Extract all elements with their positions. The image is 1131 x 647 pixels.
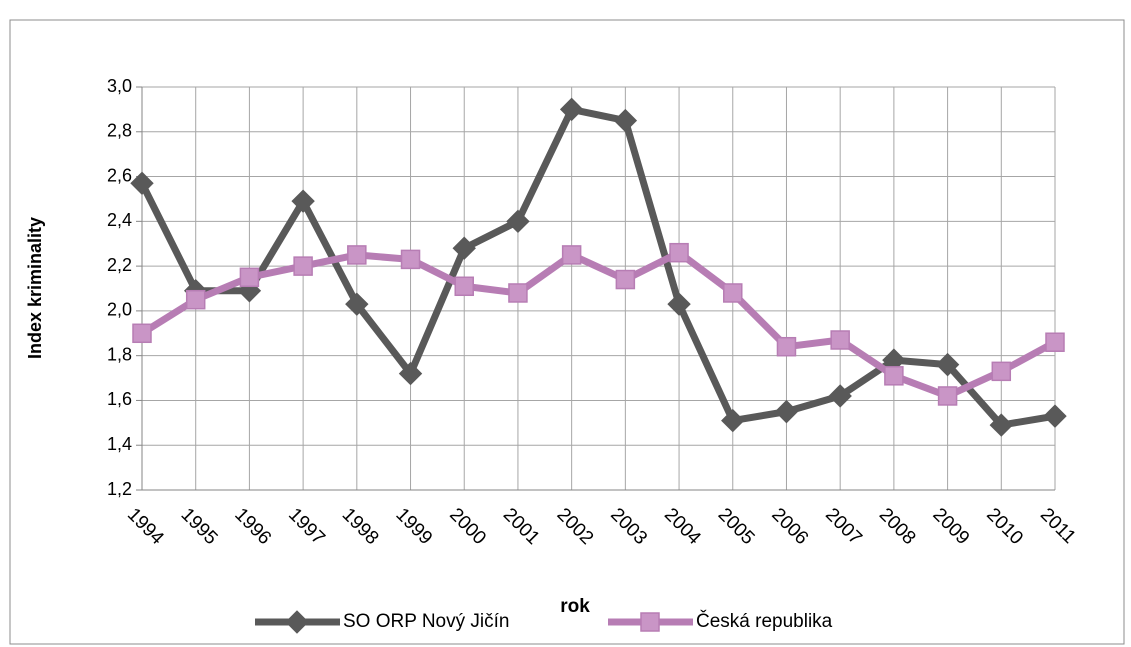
data-point	[132, 323, 152, 344]
data-point	[185, 289, 206, 310]
legend-marker	[640, 612, 660, 632]
data-point	[454, 276, 474, 297]
data-point	[884, 366, 904, 386]
data-point	[669, 242, 689, 263]
data-point	[1043, 404, 1067, 428]
data-point	[989, 413, 1013, 437]
x-axis-label: rok	[560, 596, 590, 617]
data-point	[830, 330, 850, 350]
data-point	[452, 236, 476, 260]
y-tick-label: 1,2	[107, 479, 132, 499]
data-point	[667, 292, 691, 316]
data-point	[776, 336, 797, 357]
data-point	[559, 97, 584, 122]
y-tick-label: 1,4	[107, 434, 132, 454]
data-point	[347, 245, 367, 265]
data-point	[615, 269, 636, 290]
data-point	[721, 408, 745, 433]
data-point	[398, 361, 423, 386]
data-point	[774, 399, 799, 424]
legend-label: SO ORP Nový Jičín	[343, 611, 509, 632]
y-tick-label: 2,8	[107, 121, 132, 141]
data-point	[561, 245, 582, 265]
data-point	[130, 171, 154, 195]
data-point	[1045, 332, 1065, 352]
data-point	[991, 361, 1012, 382]
y-tick-label: 1,6	[107, 389, 132, 409]
y-tick-label: 3,0	[107, 76, 132, 96]
data-point	[935, 352, 960, 377]
legend-label: Česká republika	[696, 610, 833, 632]
data-point	[508, 283, 528, 303]
data-point	[828, 384, 852, 408]
legend-marker	[285, 610, 309, 634]
data-point	[723, 283, 743, 303]
y-tick-label: 2,0	[107, 300, 132, 320]
y-tick-label: 2,6	[107, 165, 132, 185]
data-point	[239, 267, 260, 288]
y-tick-label: 2,2	[107, 255, 132, 275]
y-axis-label: Index kriminality	[25, 217, 45, 359]
y-tick-label: 2,4	[107, 210, 132, 230]
data-point	[937, 386, 958, 406]
data-point	[345, 292, 369, 316]
data-point	[613, 108, 638, 133]
data-point	[506, 209, 530, 234]
data-point	[291, 189, 315, 213]
y-tick-label: 1,8	[107, 344, 132, 364]
data-point	[400, 249, 421, 270]
data-point	[293, 256, 313, 276]
